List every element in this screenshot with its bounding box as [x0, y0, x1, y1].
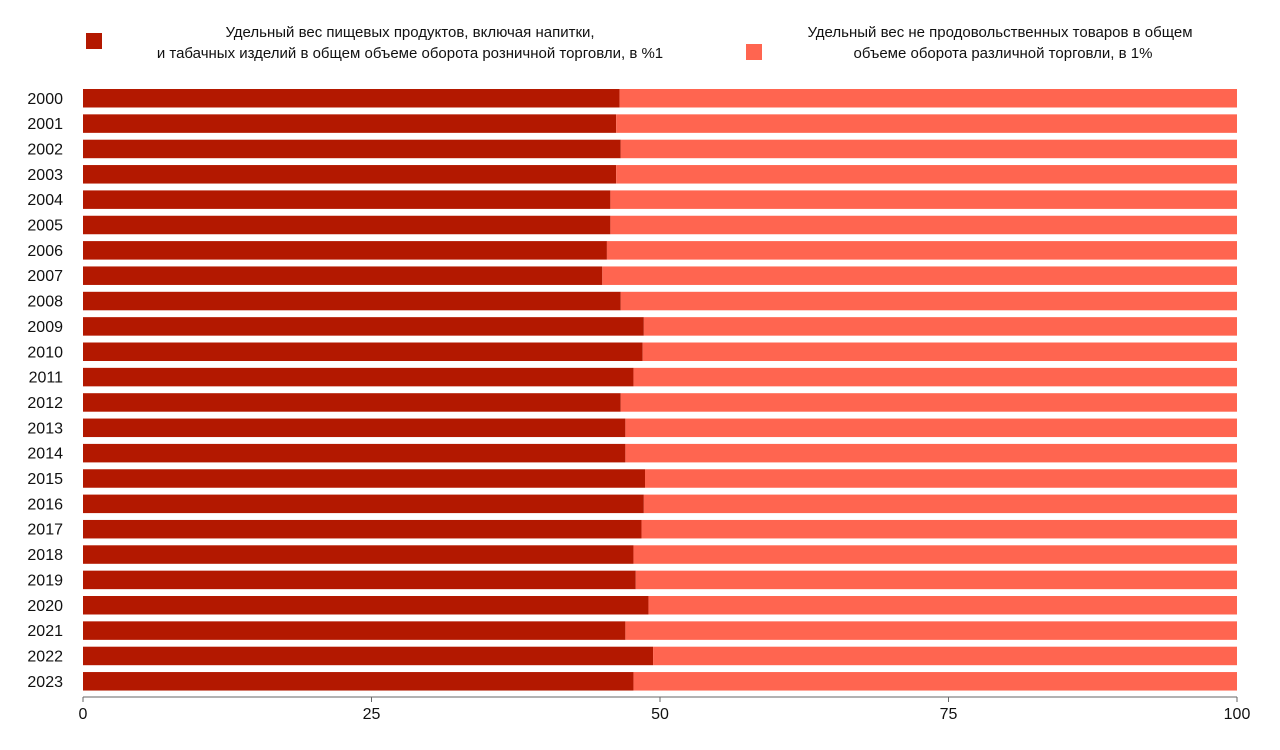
- y-tick-label-2021: 2021: [27, 623, 63, 640]
- bar-2021-series-food: [83, 621, 626, 640]
- y-tick-label-2017: 2017: [27, 522, 63, 539]
- bar-2023-series-food: [83, 672, 634, 691]
- bar-2009-series-food: [83, 317, 644, 336]
- y-tick-label-2018: 2018: [27, 547, 63, 564]
- bar-2011-series-nonfood: [633, 367, 1237, 387]
- bar-2005-series-food: [83, 215, 611, 235]
- bar-2011-series-food: [83, 367, 634, 387]
- x-axis: 0 25 50 75 100: [79, 696, 1251, 723]
- bar-2018-series-food: [83, 545, 634, 564]
- legend-item-food: Удельный вес пищевых продуктов, включая …: [86, 24, 663, 62]
- bar-2015-series-food: [83, 469, 645, 488]
- y-tick-label-2000: 2000: [27, 91, 63, 108]
- y-tick-label-2005: 2005: [27, 218, 63, 235]
- y-tick-label-2013: 2013: [27, 420, 63, 437]
- legend-item-nonfood: Удельный вес не продовольственных товаро…: [746, 24, 1193, 62]
- bar-2010-series-nonfood: [642, 342, 1237, 361]
- bar-2019-series-food: [83, 570, 636, 590]
- bar-2014-series-food: [83, 443, 626, 463]
- legend: Удельный вес пищевых продуктов, включая …: [86, 24, 1193, 62]
- legend-swatch-nonfood: [746, 44, 762, 60]
- bar-2006-series-food: [83, 241, 607, 260]
- y-tick-label-2006: 2006: [27, 243, 63, 260]
- y-tick-label-2014: 2014: [27, 446, 63, 463]
- y-tick-label-2012: 2012: [27, 395, 63, 412]
- bar-2006-series-nonfood: [606, 241, 1237, 260]
- y-tick-label-2001: 2001: [27, 116, 63, 133]
- bar-2009-series-nonfood: [643, 317, 1237, 336]
- y-tick-label-2022: 2022: [27, 648, 63, 665]
- bar-2002-series-food: [83, 139, 621, 159]
- bar-2004-series-nonfood: [610, 190, 1237, 209]
- legend-swatch-food: [86, 33, 102, 49]
- bar-2001-series-food: [83, 114, 617, 133]
- bar-2023-series-nonfood: [633, 672, 1237, 691]
- x-tick-label-0: 0: [79, 706, 88, 723]
- y-tick-label-2002: 2002: [27, 141, 63, 158]
- bar-2016-series-food: [83, 494, 644, 514]
- legend-label-nonfood-line-1: Удельный вес не продовольственных товаро…: [807, 24, 1192, 41]
- bar-2022-series-nonfood: [653, 646, 1237, 666]
- bar-2004-series-food: [83, 190, 611, 209]
- x-tick-label-50: 50: [651, 706, 669, 723]
- y-tick-label-2007: 2007: [27, 268, 63, 285]
- bar-2010-series-food: [83, 342, 643, 361]
- y-tick-label-2008: 2008: [27, 294, 63, 311]
- bar-2017-series-food: [83, 519, 642, 539]
- y-tick-label-2023: 2023: [27, 674, 63, 691]
- y-tick-label-2004: 2004: [27, 192, 63, 209]
- bar-2019-series-nonfood: [635, 570, 1237, 590]
- y-tick-label-2003: 2003: [27, 167, 63, 184]
- bar-2015-series-nonfood: [645, 469, 1237, 488]
- x-tick-label-25: 25: [363, 706, 381, 723]
- bar-2008-series-nonfood: [620, 291, 1237, 311]
- bar-2007-series-nonfood: [602, 266, 1237, 285]
- bar-2007-series-food: [83, 266, 603, 285]
- y-tick-label-2020: 2020: [27, 598, 63, 615]
- bar-2020-series-nonfood: [648, 596, 1237, 615]
- bar-2002-series-nonfood: [620, 139, 1237, 159]
- x-tick-label-100: 100: [1224, 706, 1251, 723]
- bar-2000-series-nonfood: [619, 89, 1237, 108]
- bar-2003-series-food: [83, 165, 617, 184]
- bar-2016-series-nonfood: [643, 494, 1237, 514]
- bar-2012-series-nonfood: [620, 393, 1237, 412]
- bar-2008-series-food: [83, 291, 621, 311]
- y-tick-label-2010: 2010: [27, 344, 63, 361]
- legend-label-nonfood-line-2: объеме оборота различной торговли, в 1%: [854, 45, 1153, 62]
- bar-2022-series-food: [83, 646, 654, 666]
- bar-2001-series-nonfood: [616, 114, 1237, 133]
- y-axis-labels: 2000 2001 2002 2003 2004 2005 2006 2007 2008 2009…: [27, 91, 63, 691]
- bars-group: [83, 89, 1237, 691]
- y-tick-label-2016: 2016: [27, 496, 63, 513]
- legend-label-food-line-2: и табачных изделий в общем объеме оборот…: [157, 45, 663, 62]
- bar-2020-series-food: [83, 596, 649, 615]
- y-tick-label-2019: 2019: [27, 572, 63, 589]
- y-tick-label-2011: 2011: [29, 370, 64, 387]
- bar-2013-series-food: [83, 418, 626, 438]
- y-tick-label-2015: 2015: [27, 471, 63, 488]
- bar-2005-series-nonfood: [610, 215, 1237, 235]
- bar-2021-series-nonfood: [625, 621, 1237, 640]
- bar-2013-series-nonfood: [625, 418, 1237, 438]
- bar-2014-series-nonfood: [625, 443, 1237, 463]
- bar-2017-series-nonfood: [641, 519, 1237, 539]
- bar-2012-series-food: [83, 393, 621, 412]
- bar-2003-series-nonfood: [616, 165, 1237, 184]
- bar-2000-series-food: [83, 89, 620, 108]
- bar-2018-series-nonfood: [633, 545, 1237, 564]
- x-tick-label-75: 75: [940, 706, 958, 723]
- legend-label-food-line-1: Удельный вес пищевых продуктов, включая …: [225, 24, 594, 41]
- y-tick-label-2009: 2009: [27, 319, 63, 336]
